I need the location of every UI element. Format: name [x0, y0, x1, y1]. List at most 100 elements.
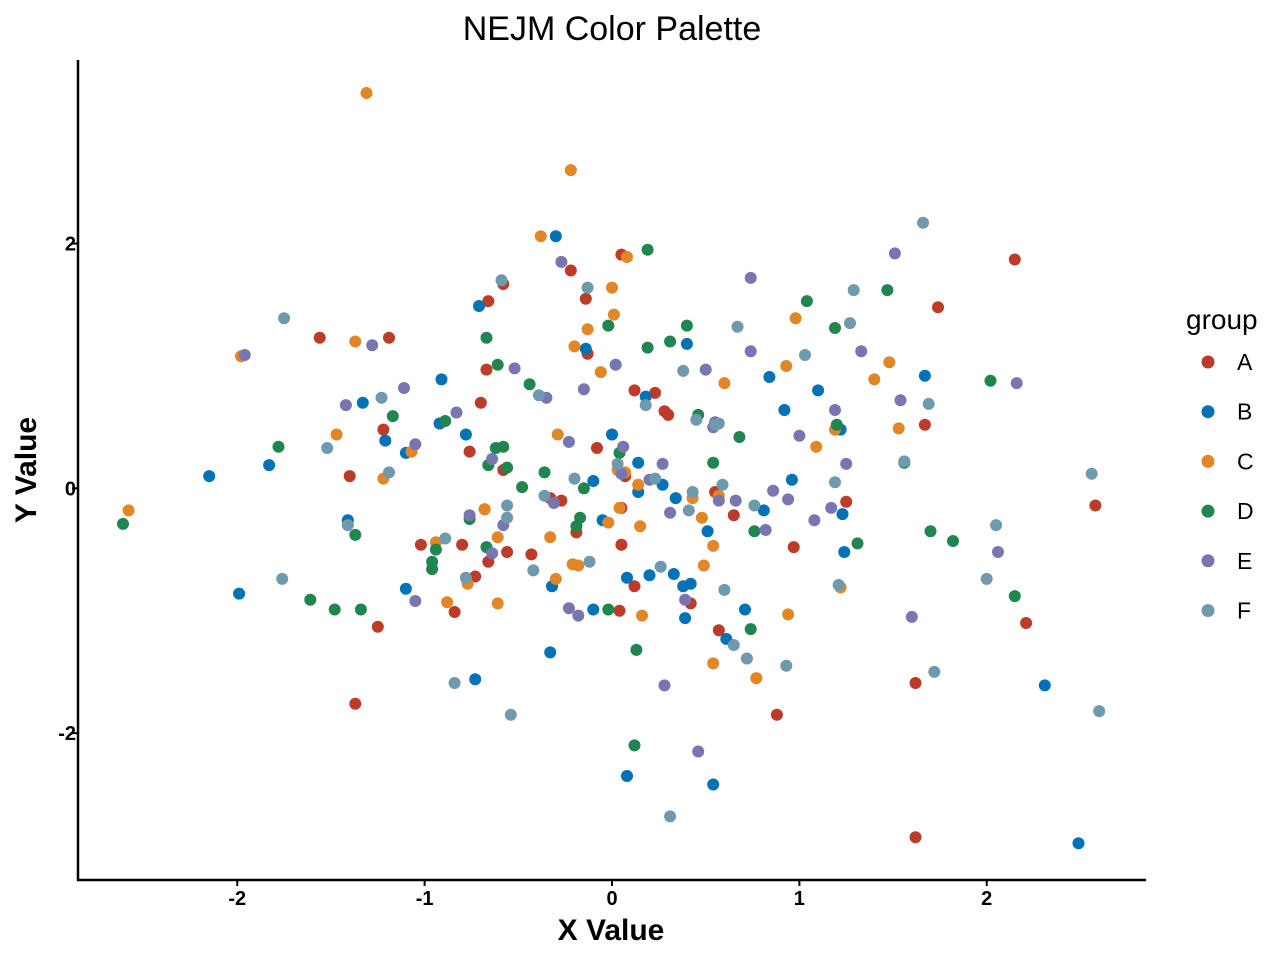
point-F-5	[383, 466, 395, 479]
point-F-9	[495, 274, 508, 287]
point-C-25	[607, 308, 620, 321]
point-C-30	[632, 478, 645, 491]
point-C-32	[636, 609, 648, 622]
point-F-47	[990, 519, 1003, 532]
point-D-0	[117, 517, 129, 530]
point-F-6	[439, 532, 452, 545]
point-C-34	[695, 511, 708, 524]
point-E-14	[555, 255, 568, 268]
point-F-39	[832, 579, 845, 591]
point-C-23	[602, 516, 615, 529]
point-A-46	[918, 418, 931, 431]
point-C-17	[564, 164, 577, 177]
point-D-41	[851, 537, 864, 550]
point-A-24	[501, 546, 514, 558]
point-D-24	[602, 319, 615, 332]
point-A-44	[909, 677, 922, 689]
point-C-36	[707, 657, 720, 670]
point-C-2	[330, 428, 343, 441]
point-F-22	[654, 560, 667, 573]
point-F-8	[459, 571, 472, 584]
legend-label-C: C	[1237, 448, 1254, 474]
point-F-25	[682, 504, 695, 517]
point-F-29	[712, 417, 725, 430]
point-A-16	[662, 408, 675, 421]
point-F-24	[677, 364, 690, 377]
point-E-1	[339, 399, 352, 412]
point-C-24	[606, 281, 618, 294]
point-C-43	[789, 312, 802, 325]
point-D-30	[641, 341, 654, 354]
point-E-30	[712, 494, 725, 507]
point-D-17	[501, 461, 514, 474]
point-A-4	[480, 363, 493, 376]
point-F-1	[276, 572, 289, 585]
point-E-11	[508, 362, 521, 375]
point-F-46	[980, 572, 993, 585]
point-E-41	[840, 457, 853, 470]
point-C-15	[549, 572, 562, 585]
point-E-17	[577, 383, 590, 396]
point-F-19	[611, 457, 624, 470]
point-E-15	[562, 435, 575, 448]
point-F-7	[448, 677, 461, 689]
point-C-16	[551, 428, 564, 441]
point-B-40	[778, 404, 791, 416]
point-A-41	[770, 708, 783, 721]
point-A-11	[579, 292, 592, 305]
point-E-27	[699, 363, 712, 376]
point-B-46	[918, 369, 931, 382]
point-D-32	[680, 319, 693, 332]
point-B-2	[263, 459, 276, 472]
point-B-22	[621, 770, 633, 782]
point-A-40	[727, 509, 740, 522]
point-A-7	[343, 470, 356, 483]
point-C-39	[718, 377, 731, 390]
legend-label-E: E	[1237, 548, 1252, 574]
point-A-50	[1089, 499, 1102, 512]
point-D-4	[349, 528, 362, 541]
point-E-6	[450, 406, 463, 419]
point-D-12	[480, 331, 493, 344]
point-E-33	[744, 345, 757, 358]
point-D-44	[924, 525, 937, 538]
point-B-34	[701, 525, 714, 538]
point-B-4	[356, 396, 369, 409]
point-F-0	[278, 312, 291, 325]
point-D-46	[984, 374, 997, 387]
plot-points	[117, 87, 1106, 850]
point-A-35	[613, 604, 626, 617]
point-F-33	[731, 320, 744, 333]
point-D-10	[439, 415, 452, 427]
point-C-13	[534, 230, 547, 243]
point-E-24	[664, 506, 677, 519]
point-E-0	[238, 349, 251, 361]
point-C-11	[491, 531, 504, 544]
point-E-45	[905, 610, 918, 623]
point-F-18	[583, 555, 596, 568]
point-E-2	[366, 339, 379, 352]
point-E-22	[656, 457, 669, 470]
point-A-18	[591, 442, 603, 454]
point-B-12	[469, 673, 482, 686]
point-F-31	[718, 583, 731, 596]
point-E-38	[808, 514, 821, 527]
y-tick-label: -2	[58, 723, 76, 745]
legend-key-B	[1201, 405, 1215, 419]
point-F-21	[649, 472, 662, 485]
point-B-8	[435, 373, 448, 386]
point-A-0	[313, 331, 326, 344]
point-C-35	[697, 559, 710, 572]
point-E-37	[793, 429, 806, 442]
point-A-8	[377, 423, 390, 436]
point-D-37	[748, 525, 761, 538]
point-D-5	[354, 603, 367, 616]
point-D-28	[628, 739, 641, 752]
point-D-9	[429, 543, 442, 556]
point-E-39	[825, 501, 838, 514]
point-C-21	[581, 323, 594, 336]
point-F-43	[917, 216, 929, 229]
point-F-35	[748, 499, 761, 512]
point-E-9	[486, 547, 499, 560]
point-A-9	[564, 264, 577, 277]
